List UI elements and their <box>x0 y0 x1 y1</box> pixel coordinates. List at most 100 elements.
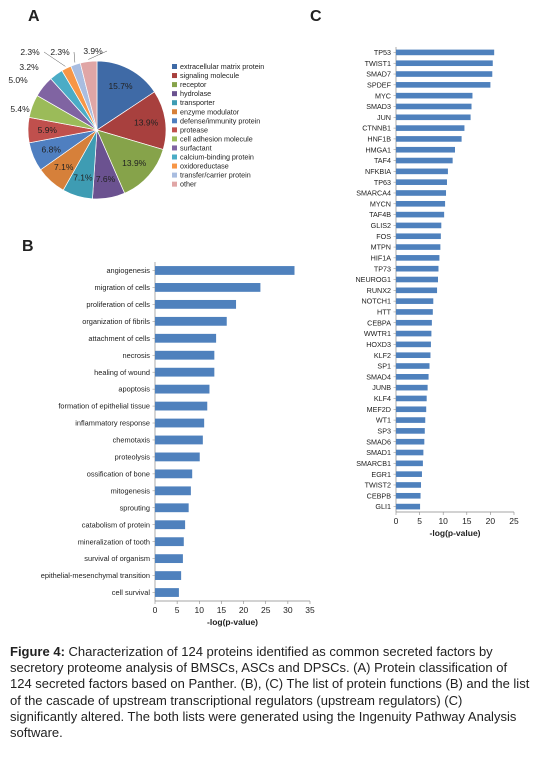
legend-label-defense-immunity-protein: defense/immunity protein <box>180 116 260 125</box>
regulator-label-smad6: SMAD6 <box>366 437 391 446</box>
regulator-label-jun: JUN <box>377 113 391 122</box>
panel-label-c: C <box>310 8 322 25</box>
function-bar-ossification-of-bone <box>155 469 193 479</box>
function-label-chemotaxis: chemotaxis <box>113 436 151 445</box>
pie-pct-transporter: 7.1% <box>73 173 93 183</box>
regulator-label-tp63: TP63 <box>374 178 391 187</box>
function-label-proliferation-of-cells: proliferation of cells <box>86 300 150 309</box>
regulator-label-neurog1: NEUROG1 <box>355 275 391 284</box>
legend-label-transporter: transporter <box>180 98 215 107</box>
function-bar-migration-of-cells <box>155 283 261 292</box>
function-label-inflammatory-response: inflammatory response <box>75 419 150 428</box>
regulator-label-fos: FOS <box>376 232 391 241</box>
panel-label-a: A <box>28 8 40 25</box>
function-bar-angiogenesis <box>155 266 295 275</box>
regulator-label-cebpb: CEBPB <box>367 491 392 500</box>
legend-swatch-defense-immunity-protein <box>172 118 177 124</box>
pie-leader-oxidoreductase <box>43 51 66 67</box>
regulator-bar-tp73 <box>396 265 439 272</box>
regulator-label-hif1a: HIF1A <box>371 253 392 262</box>
regulator-label-hnf1b: HNF1B <box>367 135 391 144</box>
function-bar-mitogenesis <box>155 486 191 496</box>
function-bar-necrosis <box>155 350 215 360</box>
function-label-healing-of-wound: healing of wound <box>94 368 150 377</box>
regulator-label-tp73: TP73 <box>374 264 391 273</box>
legend-label-protease: protease <box>180 125 208 134</box>
function-xtick-label-15: 15 <box>217 605 227 615</box>
pie-pct-extracellular-matrix-protein: 15.7% <box>108 81 133 91</box>
regulator-bar-notch1 <box>396 298 434 304</box>
pie-pct-other: 3.9% <box>83 46 103 56</box>
regulator-label-hmga1: HMGA1 <box>365 145 391 154</box>
regulator-bar-runx2 <box>396 287 438 294</box>
function-bar-chemotaxis <box>155 435 203 445</box>
legend-swatch-surfactant <box>172 145 177 151</box>
function-label-migration-of-cells: migration of cells <box>95 283 151 292</box>
function-bar-chart: angiogenesis migration of cells proliferat… <box>41 262 315 627</box>
regulator-bar-wt1 <box>396 417 426 423</box>
function-bar-organization-of-fibrils <box>155 316 227 326</box>
legend-swatch-oxidoreductase <box>172 163 177 169</box>
legend-swatch-transporter <box>172 100 177 106</box>
regulator-label-twist1: TWIST1 <box>365 59 391 68</box>
regulator-bar-smarcb1 <box>396 460 423 467</box>
regulator-bar-smad1 <box>396 449 424 456</box>
regulator-bar-smarca4 <box>396 190 447 196</box>
regulator-label-smarcb1: SMARCB1 <box>356 459 391 468</box>
regulator-bar-smad6 <box>396 438 425 445</box>
function-xtick-label-20: 20 <box>239 605 249 615</box>
regulator-label-mef2d: MEF2D <box>367 405 391 414</box>
regulator-label-sp1: SP1 <box>377 362 391 371</box>
pie-pct-receptor: 13.9% <box>122 158 147 168</box>
regulator-label-notch1: NOTCH1 <box>361 297 391 306</box>
regulator-bar-spdef <box>396 82 491 88</box>
regulator-bar-glis2 <box>396 222 442 229</box>
regulator-bar-gli1 <box>396 503 421 510</box>
regulator-label-myc: MYC <box>375 91 391 100</box>
regulator-label-klf4: KLF4 <box>374 394 391 403</box>
function-label-mitogenesis: mitogenesis <box>111 486 151 495</box>
regulator-bar-hmga1 <box>396 146 455 153</box>
regulator-label-mtpn: MTPN <box>371 243 391 252</box>
legend-swatch-cell-adhesion-molecule <box>172 136 177 142</box>
regulator-bar-sp3 <box>396 428 425 434</box>
regulator-bar-mycn <box>396 200 446 207</box>
regulator-label-taf4b: TAF4B <box>369 210 391 219</box>
function-bar-inflammatory-response <box>155 418 205 428</box>
regulator-label-spdef: SPDEF <box>367 80 392 89</box>
regulator-label-smad7: SMAD7 <box>366 70 391 79</box>
regulator-bar-ctnnb1 <box>396 125 465 131</box>
function-label-necrosis: necrosis <box>122 351 150 360</box>
regulator-bar-klf2 <box>396 352 431 359</box>
function-label-apoptosis: apoptosis <box>118 385 150 394</box>
legend-label-other: other <box>180 180 197 189</box>
function-xtick-label-0: 0 <box>153 605 158 615</box>
regulator-label-runx2: RUNX2 <box>367 286 391 295</box>
regulator-bar-taf4 <box>396 157 453 164</box>
legend-label-signaling-molecule: signaling molecule <box>180 71 239 80</box>
function-label-organization-of-fibrils: organization of fibrils <box>82 317 150 326</box>
regulator-bar-junb <box>396 384 428 391</box>
function-label-mineralization-of-tooth: mineralization of tooth <box>78 537 150 546</box>
function-bar-proteolysis <box>155 452 200 462</box>
function-label-formation-of-epithelial-tissue: formation of epithelial tissue <box>58 402 150 411</box>
legend-swatch-calcium-binding-protein <box>172 154 177 160</box>
pie-chart: 15.7%13.9%13.9%7.6%7.1%7.1%6.8%5.9%5.4%5… <box>8 46 264 200</box>
regulator-bar-smad7 <box>396 71 493 77</box>
regulator-xtick-label-20: 20 <box>486 516 496 526</box>
regulator-bar-smad3 <box>396 103 472 110</box>
regulator-xtick-label-15: 15 <box>462 516 472 526</box>
regulator-label-wwtr1: WWTR1 <box>364 329 391 338</box>
function-bar-attachment-of-cells <box>155 333 217 343</box>
legend-label-surfactant: surfactant <box>180 143 212 152</box>
regulator-label-sp3: SP3 <box>377 427 391 436</box>
legend-swatch-extracellular-matrix-protein <box>172 64 177 69</box>
function-label-catabolism-of-protein: catabolism of protein <box>82 520 150 529</box>
function-label-sprouting: sprouting <box>120 503 150 512</box>
regulator-bar-hnf1b <box>396 136 462 142</box>
function-bar-catabolism-of-protein <box>155 520 186 530</box>
regulator-bar-tp53 <box>396 49 495 56</box>
function-xtick-label-10: 10 <box>195 605 205 615</box>
regulator-label-taf4: TAF4 <box>374 156 391 165</box>
